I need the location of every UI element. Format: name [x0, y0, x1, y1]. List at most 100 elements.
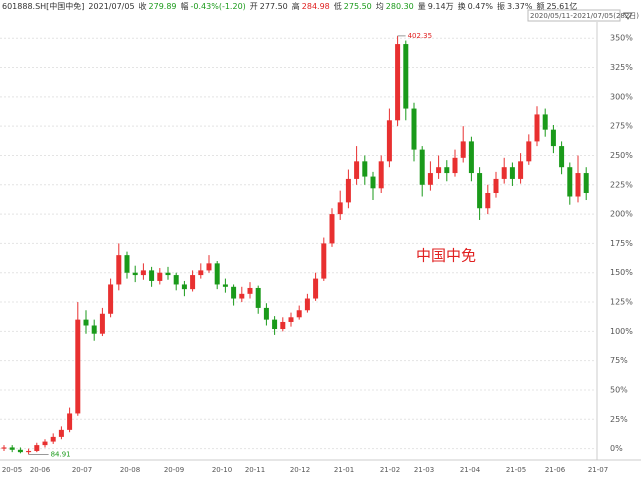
- candle-body: [108, 284, 114, 314]
- candle-body: [190, 275, 196, 290]
- chart-title: 中国中免: [416, 247, 476, 265]
- candle-body: [370, 176, 376, 189]
- range-box[interactable]: [527, 9, 621, 22]
- candle-body: [395, 44, 401, 121]
- quote-value: 25.61亿: [546, 2, 578, 11]
- candle-body: [337, 202, 343, 215]
- candle-body: [58, 429, 64, 437]
- candle-body: [255, 287, 261, 308]
- candle-body: [26, 450, 32, 453]
- quote-key: 额: [536, 2, 545, 11]
- candle-body: [263, 307, 269, 320]
- x-tick-label: 21-01: [334, 466, 354, 474]
- candle-body: [296, 310, 302, 318]
- x-tick-label: 20-05: [2, 466, 22, 474]
- candle-body: [75, 319, 81, 414]
- y-tick-label: 250%: [610, 151, 633, 160]
- candle-body: [17, 449, 23, 453]
- quote-key: 幅: [180, 2, 189, 11]
- y-tick-label: 300%: [610, 92, 633, 101]
- max-label: 402.35: [408, 32, 433, 40]
- candle-body: [34, 445, 40, 451]
- y-tick-label: 50%: [610, 385, 628, 394]
- candle-body: [280, 321, 286, 330]
- candle-body: [91, 325, 97, 334]
- x-tick-label: 21-05: [506, 466, 526, 474]
- candle-body: [149, 270, 155, 281]
- y-tick-label: 100%: [610, 327, 633, 336]
- candle-body: [83, 319, 89, 326]
- candle-body: [157, 272, 163, 281]
- candle-body: [239, 293, 245, 299]
- candle-body: [542, 114, 548, 130]
- quote-value: -0.43%(-1.20): [190, 2, 246, 11]
- quote-value: 277.50: [259, 2, 288, 11]
- candle-body: [345, 178, 351, 203]
- candle-body: [575, 173, 581, 197]
- candle-body: [534, 114, 540, 142]
- candle-body: [288, 317, 294, 322]
- candle-body: [378, 161, 384, 189]
- stock-code: 601888.SH[中国中免]: [2, 2, 85, 11]
- candle-body: [518, 161, 524, 179]
- candle-body: [99, 313, 105, 334]
- candle-body: [214, 263, 220, 285]
- candle-body: [50, 436, 56, 442]
- x-tick-label: 20-11: [245, 466, 265, 474]
- candle-body: [436, 167, 442, 174]
- x-tick-label: 21-06: [545, 466, 566, 474]
- quote-key: 开: [249, 2, 258, 11]
- quote-key: 均: [375, 2, 384, 11]
- x-tick-label: 21-04: [460, 466, 481, 474]
- candle-body: [362, 161, 368, 177]
- y-tick-label: 325%: [610, 63, 633, 72]
- quote-value: 0.47%: [467, 2, 494, 11]
- y-tick-label: 350%: [610, 34, 633, 43]
- candle-body: [452, 157, 458, 174]
- x-tick-label: 20-12: [290, 466, 310, 474]
- candle-body: [181, 284, 187, 290]
- quote-header: 601888.SH[中国中免] 2021/07/05 收 279.89 幅 -0.43%(…: [2, 1, 581, 12]
- candle-body: [116, 255, 122, 285]
- y-tick-label: 25%: [610, 415, 628, 424]
- candle-body: [198, 270, 204, 276]
- quote-key: 高: [291, 2, 300, 11]
- candle-body: [583, 173, 589, 193]
- quote-value: 284.98: [301, 2, 330, 11]
- candle-body: [427, 173, 433, 185]
- dropdown-icon[interactable]: [623, 12, 633, 20]
- candle-body: [1, 447, 7, 449]
- y-tick-label: 225%: [610, 180, 633, 189]
- x-tick-label: 20-09: [164, 466, 184, 474]
- quote-value: 9.14万: [427, 2, 454, 11]
- candle-body: [132, 272, 138, 276]
- y-tick-label: 200%: [610, 210, 633, 219]
- x-tick-label: 21-02: [380, 466, 400, 474]
- candle-body: [272, 319, 278, 330]
- candle-body: [165, 272, 171, 276]
- quote-key: 量: [417, 2, 426, 11]
- candle-body: [222, 284, 228, 287]
- candle-body: [550, 129, 556, 147]
- quote-value: 3.37%: [507, 2, 533, 11]
- candle-body: [493, 178, 499, 193]
- candle-body: [354, 161, 360, 179]
- candle-body: [42, 441, 48, 446]
- y-tick-label: 75%: [610, 356, 628, 365]
- quote-date: 2021/07/05: [88, 2, 135, 11]
- candle-body: [67, 413, 73, 430]
- candle-body: [559, 146, 565, 168]
- candle-body: [9, 447, 15, 450]
- x-tick-label: 20-07: [72, 466, 92, 474]
- x-tick-label: 20-10: [212, 466, 232, 474]
- y-tick-label: 275%: [610, 122, 633, 131]
- quote-value: 279.89: [148, 2, 177, 11]
- min-label: 84.91: [51, 450, 71, 458]
- candle-body: [419, 149, 425, 185]
- quote-key: 低: [333, 2, 342, 11]
- x-tick-label: 20-06: [30, 466, 51, 474]
- candle-body: [468, 141, 474, 174]
- candle-body: [526, 141, 532, 162]
